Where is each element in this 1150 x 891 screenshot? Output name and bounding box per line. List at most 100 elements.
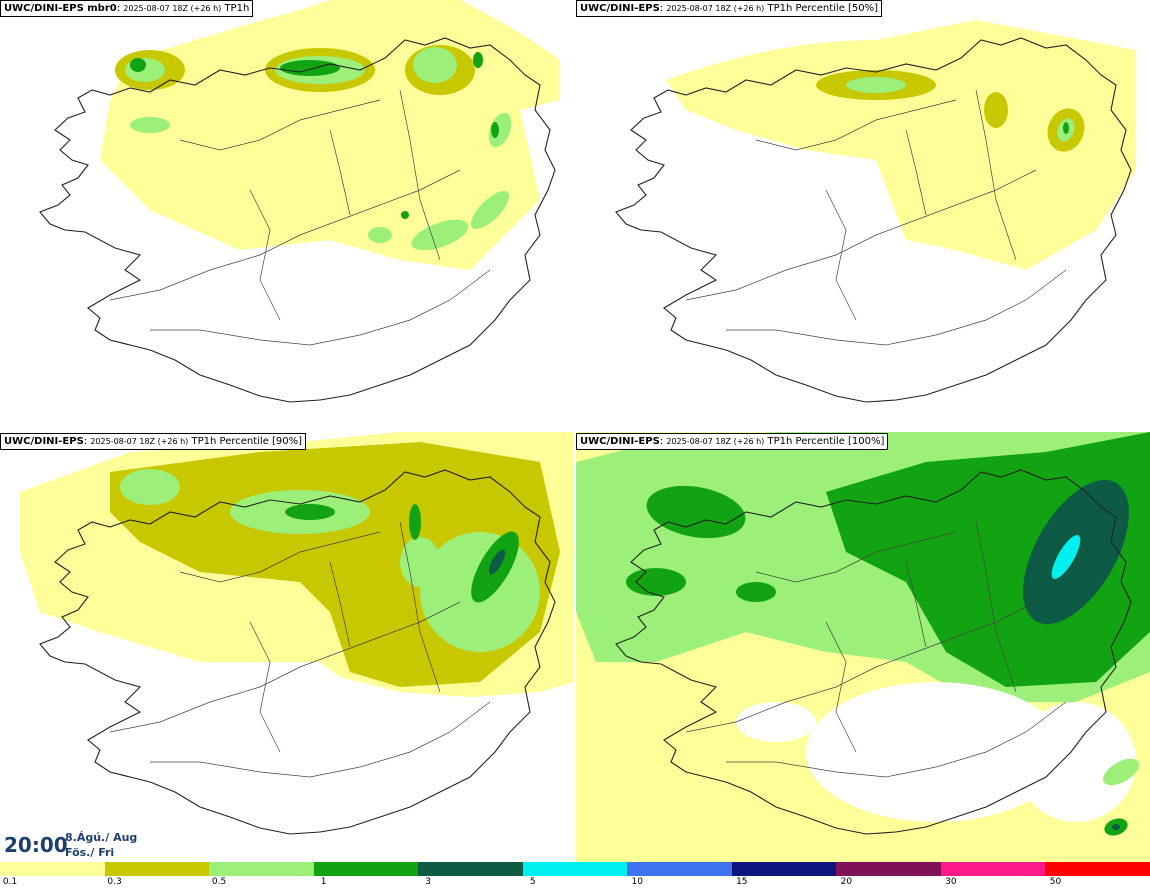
precip-area [125, 58, 165, 82]
precip-area [411, 219, 469, 251]
road-line [975, 521, 1017, 693]
legend-swatch [313, 862, 419, 876]
legend-swatch [0, 862, 105, 876]
valid-day: Fös./ Fri [65, 846, 115, 859]
precip-area [473, 52, 483, 68]
panel-model: UWC/DINI-EPS [580, 3, 660, 14]
road-line [329, 129, 351, 216]
precip-area [280, 60, 340, 76]
map-canvas [615, 20, 1136, 403]
panel-model: UWC/DINI-EPS [4, 436, 84, 447]
legend-swatch [627, 862, 732, 876]
precip-area [646, 485, 746, 539]
precip-area [806, 682, 1066, 822]
precip-area [409, 504, 421, 540]
precip-area [491, 122, 499, 138]
road-line [109, 169, 461, 301]
legend-label: 0.5 [211, 877, 227, 887]
panel-run: 2025-08-07 18Z (+26 h) [123, 4, 222, 13]
precip-area [984, 92, 1008, 128]
legend-swatch [731, 862, 837, 876]
road-line [399, 89, 441, 261]
valid-time: 20:00 [4, 833, 68, 857]
legend-swatch [418, 862, 523, 876]
road-line [905, 561, 927, 648]
panel-model: UWC/DINI-EPS [580, 436, 660, 447]
panel-model: UWC/DINI-EPS mbr0 [4, 3, 117, 14]
panel-title-mbr0: UWC/DINI-EPS mbr0: 2025-08-07 18Z (+26 h… [0, 0, 254, 17]
coastline [615, 37, 1132, 403]
panel-title-p100: UWC/DINI-EPS: 2025-08-07 18Z (+26 h) TP1… [576, 433, 889, 450]
road-line [109, 601, 461, 733]
precip-area [846, 77, 906, 93]
road-line [329, 561, 351, 648]
precip-area [130, 58, 146, 72]
road-network [685, 521, 1067, 778]
precip-area [626, 568, 686, 596]
road-line [726, 701, 1067, 778]
precip-area [1016, 702, 1136, 822]
legend-swatch [522, 862, 628, 876]
precip-area [130, 117, 170, 133]
valid-time-box [0, 826, 134, 862]
precip-area [368, 227, 392, 243]
precip-area [1051, 534, 1081, 580]
precip-area [1063, 122, 1069, 134]
legend-label: 20 [840, 877, 853, 887]
road-line [249, 621, 281, 753]
valid-date: 8.Ágú./ Aug [65, 831, 138, 844]
legend-label: 15 [736, 877, 748, 887]
precip-area [285, 504, 335, 520]
road-network [685, 89, 1067, 346]
color-legend-labels: 0.1 0.3 0.5 1 3 5 10 15 20 30 50 [0, 877, 1150, 891]
road-line [755, 531, 957, 583]
map-canvas [20, 432, 574, 835]
road-line [150, 269, 491, 346]
panel-run: 2025-08-07 18Z (+26 h) [666, 437, 765, 446]
road-line [755, 99, 957, 151]
legend-swatch [940, 862, 1046, 876]
road-line [825, 621, 857, 753]
road-line [399, 521, 441, 693]
map-panel-mbr0 [0, 0, 574, 430]
precip-area [401, 211, 409, 219]
legend-label: 0.3 [107, 877, 122, 887]
precip-area [736, 582, 776, 602]
road-line [726, 269, 1067, 346]
legend-swatch [209, 862, 314, 876]
coastline [39, 37, 556, 403]
road-line [179, 531, 381, 583]
legend-label: 0.1 [2, 877, 18, 887]
precip-area [413, 47, 457, 83]
panel-field: TP1h Percentile [100%] [767, 436, 885, 447]
precip-area [736, 702, 816, 742]
precip-area [470, 190, 510, 230]
precip-area [488, 549, 506, 575]
road-network [109, 521, 491, 778]
road-line [685, 169, 1037, 301]
panel-field: TP1h Percentile [90%] [191, 436, 303, 447]
panel-field: TP1h [224, 3, 250, 14]
legend-swatch [1045, 862, 1150, 876]
legend-swatch [836, 862, 941, 876]
precip-area [666, 20, 1136, 270]
precip-area [1112, 824, 1120, 830]
legend-label: 1 [320, 877, 327, 887]
panel-run: 2025-08-07 18Z (+26 h) [90, 437, 189, 446]
map-canvas [576, 432, 1150, 862]
legend-label: 30 [945, 877, 957, 887]
precip-area [400, 537, 440, 587]
color-legend [0, 862, 1150, 876]
road-line [975, 89, 1017, 261]
precip-area [1102, 758, 1140, 786]
road-line [825, 189, 857, 321]
road-line [249, 189, 281, 321]
legend-label: 10 [631, 877, 643, 887]
map-panel-p100 [576, 432, 1150, 862]
legend-label: 3 [425, 877, 432, 887]
panel-title-p90: UWC/DINI-EPS: 2025-08-07 18Z (+26 h) TP1… [0, 433, 307, 450]
map-panel-p50 [576, 0, 1150, 430]
precip-area [120, 469, 180, 505]
road-line [685, 601, 1037, 733]
legend-swatch [104, 862, 210, 876]
